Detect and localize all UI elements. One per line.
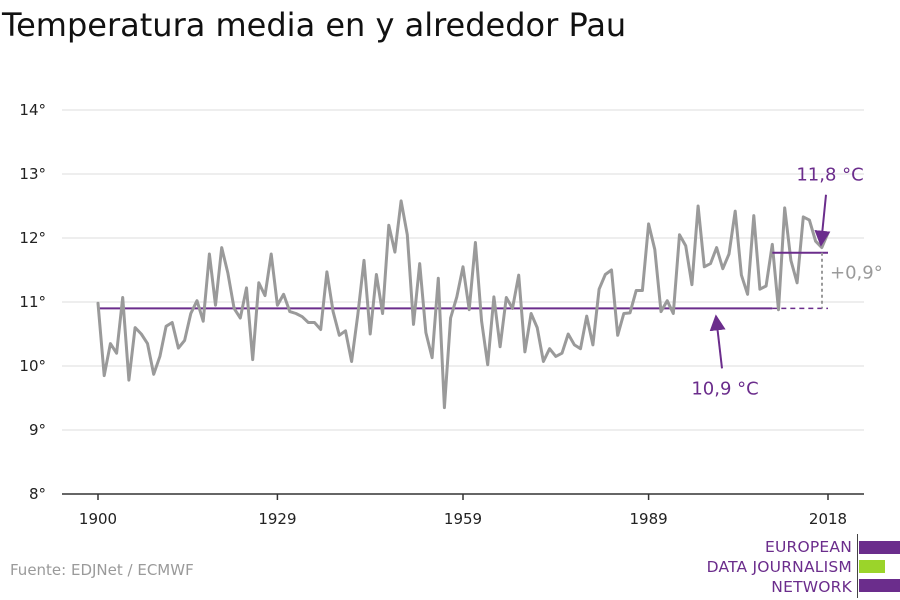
x-tick-label: 1900 (79, 510, 117, 528)
logo-line-1: EUROPEAN (764, 538, 852, 556)
y-tick-label: 14° (19, 101, 46, 119)
logo-line-3: NETWORK (771, 578, 852, 596)
edjnet-logo: EUROPEAN DATA JOURNALISM NETWORK (700, 530, 900, 600)
logo-separator (857, 534, 858, 598)
logo-bar-purple-top (859, 541, 900, 554)
y-tick-label: 13° (19, 165, 46, 183)
y-tick-label: 12° (19, 229, 46, 247)
recent-average-label: 11,8 °C (796, 165, 863, 186)
y-tick-label: 8° (29, 485, 46, 503)
recent-average-arrow (814, 194, 831, 247)
x-tick-label: 1929 (258, 510, 296, 528)
logo-bar-purple-bottom (859, 579, 900, 592)
source-label: Fuente: EDJNet / ECMWF (10, 561, 194, 579)
difference-label: +0,9° (830, 263, 883, 284)
y-tick-label: 10° (19, 357, 46, 375)
x-tick-label: 1959 (444, 510, 482, 528)
baseline-average-arrow (709, 314, 726, 369)
baseline-average-label: 10,9 °C (691, 378, 758, 399)
temperature-series-line (96, 199, 830, 410)
logo-bar-green (859, 560, 885, 573)
y-tick-label: 9° (29, 421, 46, 439)
y-tick-label: 11° (19, 293, 46, 311)
x-tick-label: 2018 (809, 510, 847, 528)
chart-title: Temperatura media en y alrededor Pau (2, 6, 627, 44)
x-tick-label: 1989 (629, 510, 667, 528)
logo-line-2: DATA JOURNALISM (706, 558, 852, 576)
